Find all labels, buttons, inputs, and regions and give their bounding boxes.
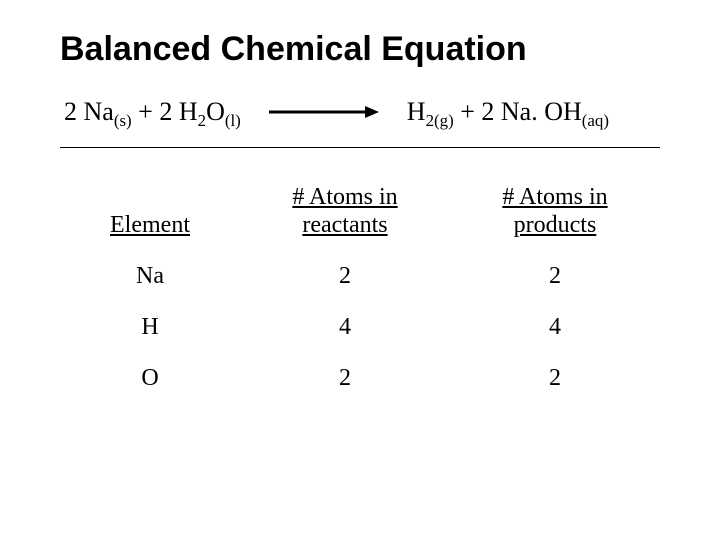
- cell-element: O: [60, 353, 240, 404]
- equation-reactants: 2 Na(s) + 2 H2O(l): [64, 97, 241, 127]
- species-naoh: Na. OH: [501, 97, 582, 126]
- reaction-arrow-icon: [269, 103, 379, 121]
- state-na: (s): [114, 111, 132, 130]
- coef-naoh: 2: [481, 97, 501, 126]
- header-products-line1: # Atoms in: [502, 184, 607, 210]
- atom-count-table: Element # Atoms in reactants # Atoms in …: [60, 172, 660, 404]
- species-na: Na: [84, 97, 114, 126]
- plus-1: +: [132, 97, 160, 126]
- table-row: H 4 4: [60, 302, 660, 353]
- header-element-text: Element: [110, 212, 190, 238]
- cell-products: 2: [450, 251, 660, 302]
- table-body: Na 2 2 H 4 4 O 2 2: [60, 251, 660, 404]
- page-title: Balanced Chemical Equation: [60, 30, 660, 69]
- species-h: H: [179, 97, 198, 126]
- table-row: O 2 2: [60, 353, 660, 404]
- cell-element: H: [60, 302, 240, 353]
- cell-products: 4: [450, 302, 660, 353]
- header-reactants-line2: reactants: [302, 212, 387, 238]
- cell-reactants: 4: [240, 302, 450, 353]
- state-h2o: (l): [225, 111, 241, 130]
- header-element: Element: [60, 172, 240, 251]
- cell-reactants: 2: [240, 353, 450, 404]
- coef-h2o: 2: [159, 97, 179, 126]
- cell-reactants: 2: [240, 251, 450, 302]
- table-row: Na 2 2: [60, 251, 660, 302]
- plus-2: +: [454, 97, 482, 126]
- header-products-line2: products: [514, 212, 597, 238]
- state-h2: (g): [434, 111, 454, 130]
- slide: Balanced Chemical Equation 2 Na(s) + 2 H…: [0, 0, 720, 540]
- cell-products: 2: [450, 353, 660, 404]
- sub-h2: 2: [426, 111, 434, 130]
- cell-element: Na: [60, 251, 240, 302]
- table-header: Element # Atoms in reactants # Atoms in …: [60, 172, 660, 251]
- species-o: O: [206, 97, 225, 126]
- state-naoh: (aq): [582, 111, 609, 130]
- divider: [60, 147, 660, 148]
- equation-products: H2(g) + 2 Na. OH(aq): [407, 97, 609, 127]
- equation: 2 Na(s) + 2 H2O(l) H2(g) + 2 Na. OH(aq): [60, 97, 660, 127]
- header-products: # Atoms in products: [450, 172, 660, 251]
- table-header-row: Element # Atoms in reactants # Atoms in …: [60, 172, 660, 251]
- header-reactants: # Atoms in reactants: [240, 172, 450, 251]
- header-reactants-line1: # Atoms in: [292, 184, 397, 210]
- sub-2: 2: [198, 111, 206, 130]
- species-h2: H: [407, 97, 426, 126]
- coef-na: 2: [64, 97, 84, 126]
